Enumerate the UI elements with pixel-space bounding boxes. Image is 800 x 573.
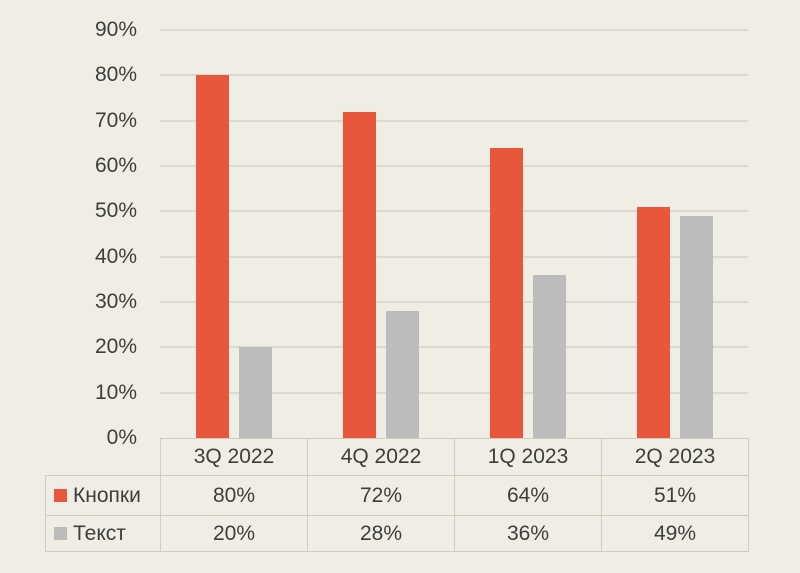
y-axis-tick-label: 10% [94,380,137,404]
chart-bar [385,311,419,438]
series-label: Кнопки [73,483,141,507]
y-axis-tick-label: 20% [94,335,137,359]
value-cell: 72% [307,475,455,516]
value-cell: 64% [454,475,602,516]
chart-bar [532,274,566,438]
y-axis-tick-label: 80% [94,63,137,87]
chart-bar [238,347,272,438]
y-axis-tick-label: 60% [94,154,137,177]
legend-cell: Кнопки [45,475,161,516]
gridline [160,74,748,77]
value-cell: 36% [454,515,602,552]
legend-cell: Текст [45,515,161,552]
y-axis-tick-label: 50% [94,199,137,223]
category-header: 2Q 2023 [601,438,749,476]
series-label: Текст [73,521,126,545]
category-header: 3Q 2022 [160,438,308,476]
value-cell: 20% [160,515,308,552]
y-axis-tick-label: 30% [94,290,137,313]
chart-bar [679,215,713,438]
value-cell: 80% [160,475,308,516]
legend-swatch [54,527,67,540]
chart-bar [195,75,229,438]
y-axis-tick-label: 70% [94,108,137,132]
y-axis-tick-label: 0% [106,426,137,449]
value-cell: 51% [601,475,749,516]
value-cell: 28% [307,515,455,552]
gridline [160,165,748,167]
value-cell: 49% [601,515,749,552]
y-axis-tick-label: 90% [94,18,137,41]
chart-bar [342,111,376,438]
legend-swatch [54,489,67,502]
y-axis-tick-label: 40% [94,244,137,268]
category-header: 1Q 2023 [454,438,602,476]
chart-bar [489,147,523,438]
category-header: 4Q 2022 [307,438,455,476]
gridline [160,29,748,31]
gridline [160,119,748,122]
chart-bar [636,206,670,438]
